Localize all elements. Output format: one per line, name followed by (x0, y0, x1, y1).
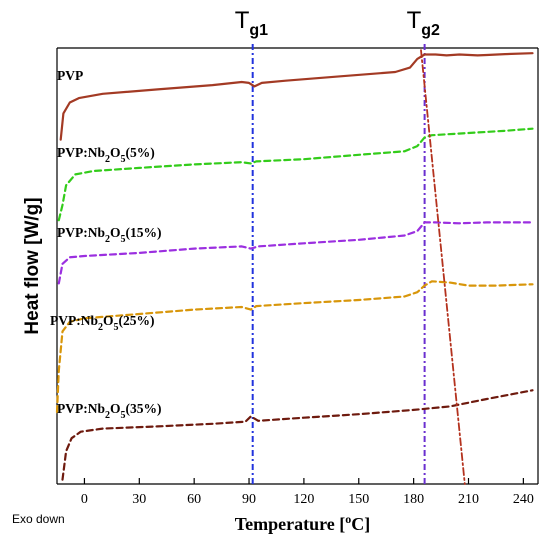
x-tick-label: 60 (187, 492, 201, 507)
series-line-4 (61, 389, 534, 481)
series-line-2 (57, 221, 534, 285)
series-label-4: PVP:Nb2O5(35%) (57, 401, 162, 421)
exo-down-note: Exo down (12, 512, 65, 526)
series-labels: PVP PVP:Nb2O5(5%) PVP:Nb2O5(15%) PVP:Nb2O5(… (50, 68, 162, 421)
y-axis-title: Heat flow [W/g] (22, 197, 43, 334)
series-label-0: PVP (57, 68, 83, 83)
series-label-3: PVP:Nb2O5(25%) (50, 313, 155, 333)
transition-markers: Tg1 Tg2 (235, 7, 440, 484)
series-group (55, 49, 534, 485)
x-tick-label: 0 (81, 492, 88, 507)
x-tick-label: 90 (242, 492, 256, 507)
series-line-5 (420, 49, 466, 485)
x-tick-label: 120 (293, 492, 314, 507)
x-axis-title: Temperature [oC] (235, 512, 370, 534)
x-tick-label: 210 (458, 492, 479, 507)
series-line-0 (59, 52, 534, 141)
x-tick-label: 240 (513, 492, 534, 507)
x-tick-label: 150 (348, 492, 369, 507)
series-line-3 (55, 280, 534, 414)
series-label-2: PVP:Nb2O5(15%) (57, 225, 162, 245)
series-line-1 (57, 127, 534, 222)
x-tick-label: 180 (403, 492, 424, 507)
x-tick-label: 30 (132, 492, 146, 507)
marker-label-g1: Tg1 (235, 7, 268, 39)
series-label-1: PVP:Nb2O5(5%) (57, 145, 155, 165)
marker-label-g2: Tg2 (407, 7, 440, 39)
x-ticks: 0 30 60 90 120 150 180 210 240 (81, 478, 534, 507)
